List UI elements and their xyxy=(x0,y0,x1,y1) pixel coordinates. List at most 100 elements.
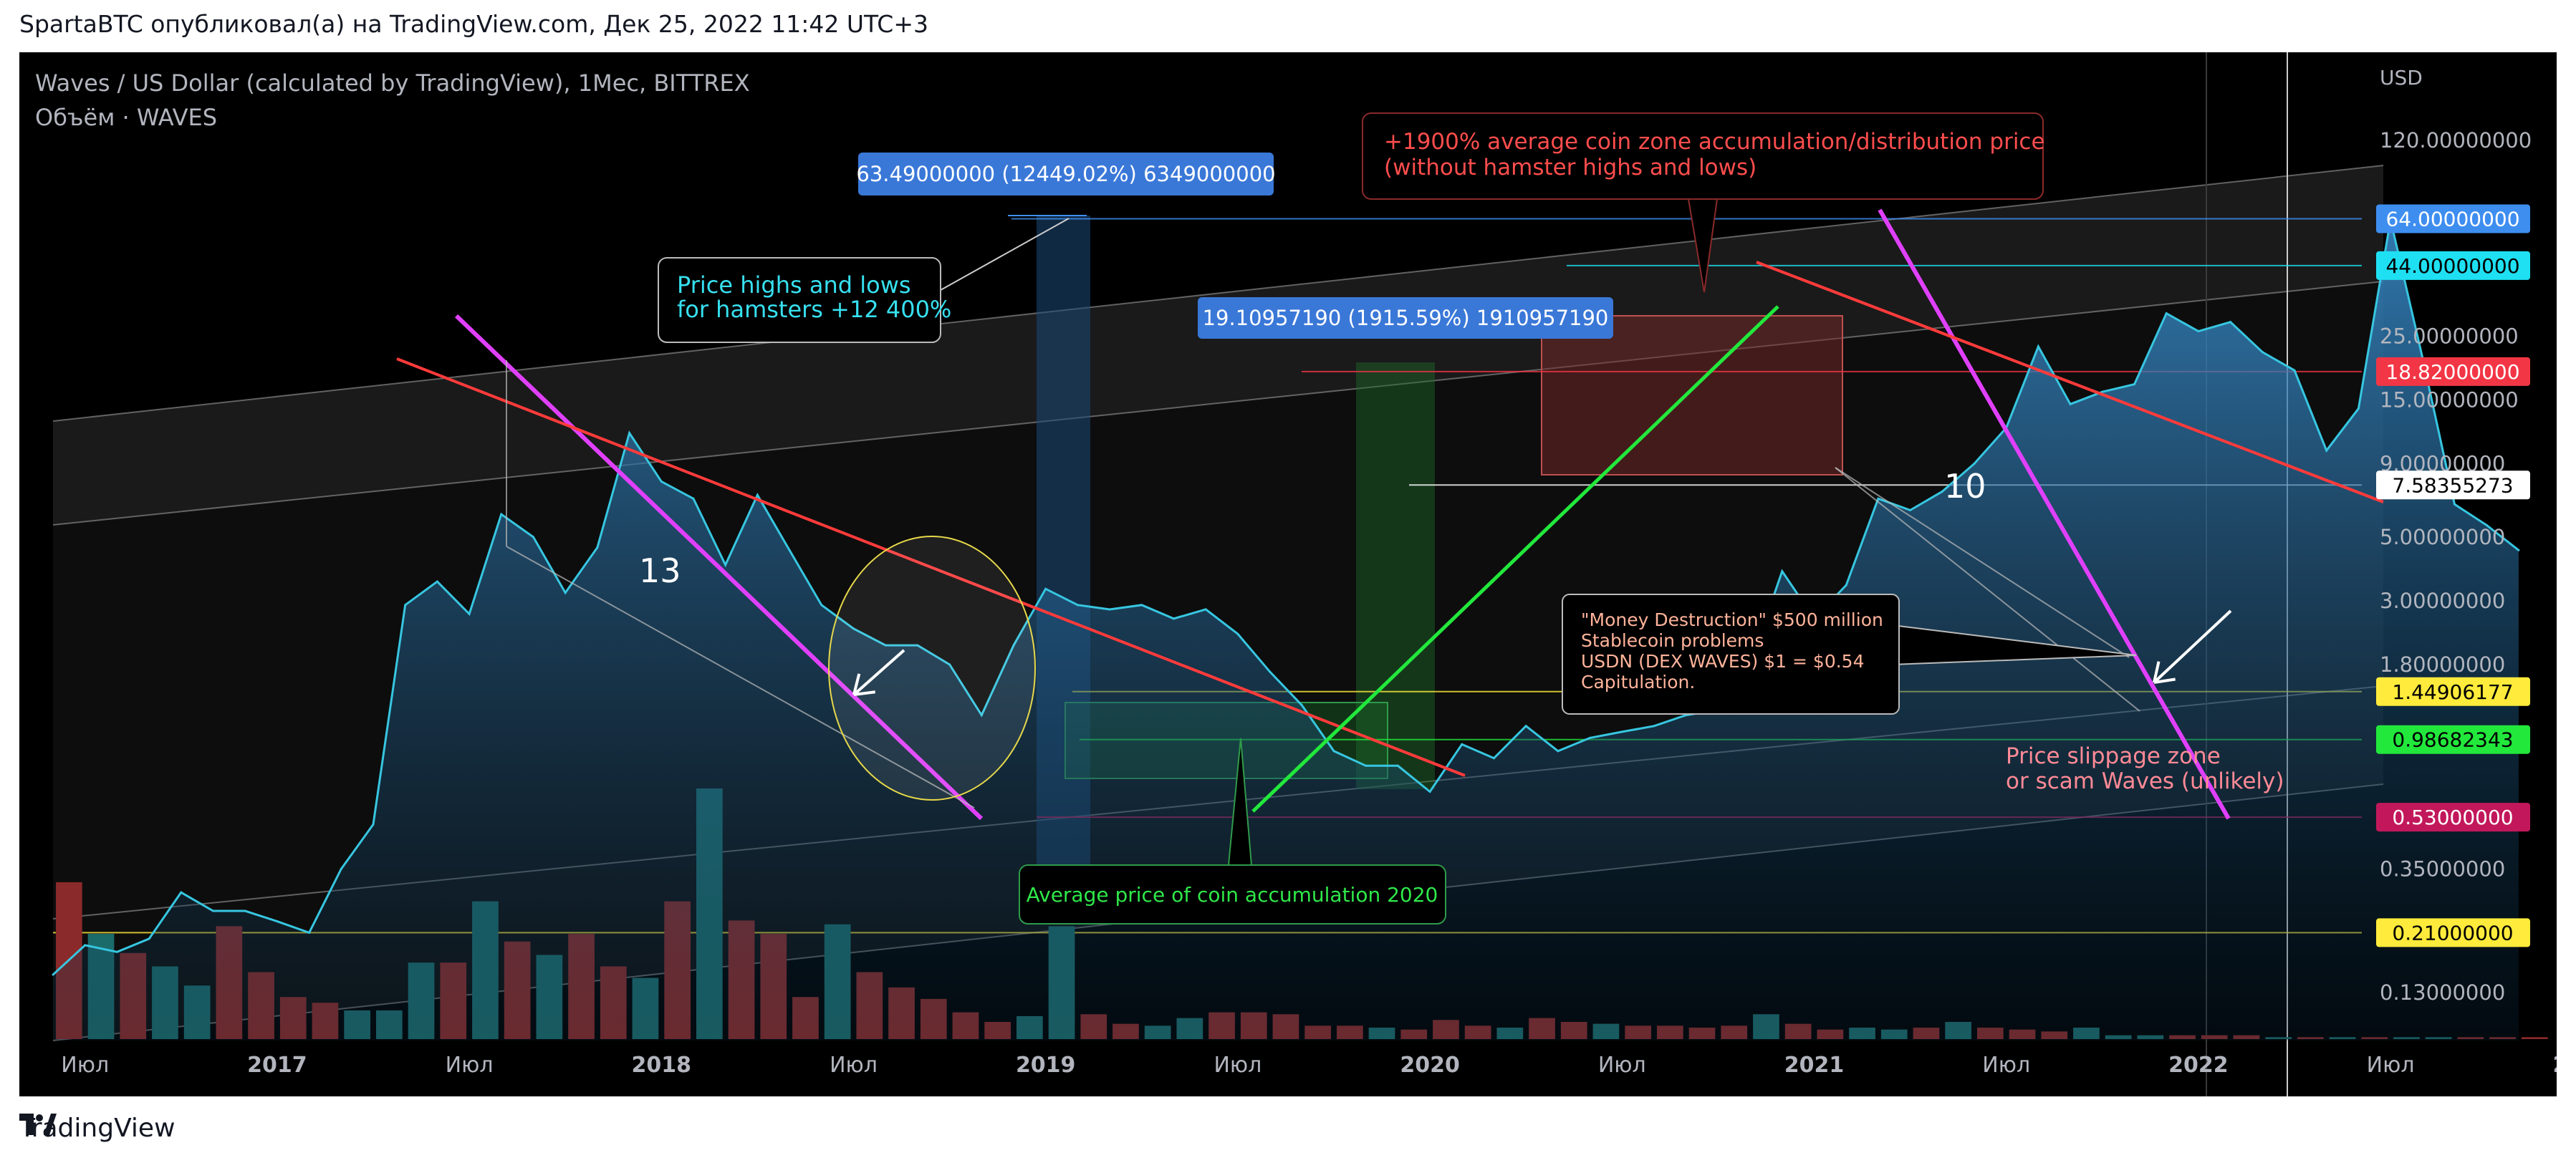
price-tag-bg xyxy=(2376,803,2530,832)
x-tick-label: 2021 xyxy=(1784,1053,1845,1078)
price-point xyxy=(564,592,567,594)
measure-label-1-bg xyxy=(858,153,1274,196)
x-tick-label: Июл xyxy=(61,1053,109,1078)
price-point xyxy=(2165,312,2168,315)
y-axis-unit: USD xyxy=(2380,66,2423,90)
price-point xyxy=(948,663,951,666)
magenta-trendline-2 xyxy=(1878,208,2231,820)
price-point xyxy=(2517,549,2520,551)
hamsters-callout-line: Price highs and lows xyxy=(677,271,911,299)
price-point xyxy=(1941,490,1943,493)
price-point xyxy=(436,580,438,583)
price-point xyxy=(2325,449,2328,452)
money-callout-line: Stablecoin problems xyxy=(1581,630,1764,651)
zone-callout-line: +1900% average coin zone accumulation/di… xyxy=(1384,129,2045,155)
price-tag-bg xyxy=(2376,918,2530,947)
distribution-zone-box xyxy=(1541,315,1843,476)
price-point xyxy=(1589,736,1592,739)
chart-area[interactable]: Price highs and lows for hamsters +12 400… xyxy=(19,52,2557,1096)
money-callout-line: USDN (DEX WAVES) $1 = $0.54 xyxy=(1581,651,1864,672)
price-point xyxy=(1524,725,1527,728)
price-tag-bg xyxy=(2376,357,2530,386)
price-point xyxy=(660,480,663,483)
accumulation-callout-box xyxy=(1019,864,1446,925)
price-point xyxy=(212,909,214,912)
price-point xyxy=(1493,757,1495,760)
slippage-zone-line: Price slippage zone xyxy=(2006,743,2221,769)
price-point xyxy=(468,612,471,615)
publisher-header: SpartaBTC опубликовал(а) на TradingView.… xyxy=(19,10,928,38)
price-point xyxy=(1300,704,1303,707)
price-tag: 0.53000000 xyxy=(2392,806,2513,829)
price-tag-bg xyxy=(2376,677,2530,706)
x-tick-label: Июл xyxy=(830,1053,878,1078)
price-tag: 1.44906177 xyxy=(2392,680,2513,704)
money-callout-line: Capitulation. xyxy=(1581,672,1695,692)
price-point xyxy=(2454,503,2456,506)
pattern-line xyxy=(506,546,975,809)
price-point xyxy=(404,604,407,607)
price-point xyxy=(1173,617,1175,620)
slippage-zone-line: or scam Waves (unlikely) xyxy=(2006,768,2284,794)
red-trendline-2 xyxy=(1756,261,2384,503)
price-tag-bg xyxy=(2376,725,2530,754)
price-point xyxy=(1076,604,1079,607)
y-tick-label: 3.00000000 xyxy=(2380,589,2505,613)
x-tick-label: 2023 xyxy=(2553,1053,2557,1078)
price-point xyxy=(1108,608,1111,611)
tradingview-logo-icon xyxy=(19,1114,57,1135)
price-point xyxy=(788,549,791,551)
arrow-icon xyxy=(852,649,905,696)
price-point xyxy=(916,644,919,647)
money-callout-line: "Money Destruction" $500 million xyxy=(1581,609,1883,630)
x-tick-label: Июл xyxy=(1598,1053,1646,1078)
price-point xyxy=(2229,321,2232,324)
price-point xyxy=(2197,330,2200,333)
x-tick-label: Июл xyxy=(1982,1053,2030,1078)
arrow-icon-head xyxy=(2153,677,2176,684)
y-tick-label: 0.13000000 xyxy=(2380,980,2505,1005)
price-point xyxy=(532,536,534,539)
pattern-line xyxy=(1835,467,2140,712)
arrow-icon-head xyxy=(2153,661,2161,683)
channel-upper-band xyxy=(53,165,2383,525)
x-tick-label: Июл xyxy=(1213,1053,1261,1078)
price-point xyxy=(756,493,759,496)
price-point xyxy=(2133,383,2135,386)
channel-line xyxy=(52,281,2384,526)
symbol-legend[interactable]: Waves / US Dollar (calculated by Trading… xyxy=(35,69,750,97)
price-tag-bg xyxy=(2376,204,2530,233)
magenta-trendline-1 xyxy=(454,314,984,821)
price-point xyxy=(1781,570,1784,573)
price-point xyxy=(500,513,503,516)
price-area-fill xyxy=(53,219,2519,1041)
price-point xyxy=(2101,390,2104,393)
price-point xyxy=(1140,604,1143,607)
price-point xyxy=(1973,462,1976,465)
price-point xyxy=(1845,584,1847,587)
hamsters-callout-line: for hamsters +12 400% xyxy=(677,296,951,323)
price-point xyxy=(1365,764,1368,767)
price-point xyxy=(1236,632,1239,635)
price-point xyxy=(84,944,87,947)
x-tick-label: Июл xyxy=(446,1053,494,1078)
price-point xyxy=(2261,351,2264,354)
zone-callout-pointer xyxy=(1687,198,1719,293)
price-line xyxy=(52,219,2519,976)
price-point xyxy=(1012,644,1015,647)
x-tick-label: 2020 xyxy=(1400,1053,1460,1078)
price-point xyxy=(1204,608,1207,611)
price-point xyxy=(1044,587,1047,590)
arrow-icon-head xyxy=(853,690,876,696)
price-point xyxy=(372,823,375,826)
volume-legend[interactable]: Объём · WAVES xyxy=(35,104,218,131)
price-point xyxy=(884,644,887,647)
measure-zone-green xyxy=(1356,362,1435,789)
y-tick-label: 15.00000000 xyxy=(2380,387,2519,412)
y-tick-label: 25.00000000 xyxy=(2380,324,2519,348)
price-point xyxy=(2293,369,2296,372)
price-tag: 64.00000000 xyxy=(2385,208,2519,231)
price-point xyxy=(1653,725,1655,728)
footer-brand: TradingView xyxy=(19,1114,176,1143)
